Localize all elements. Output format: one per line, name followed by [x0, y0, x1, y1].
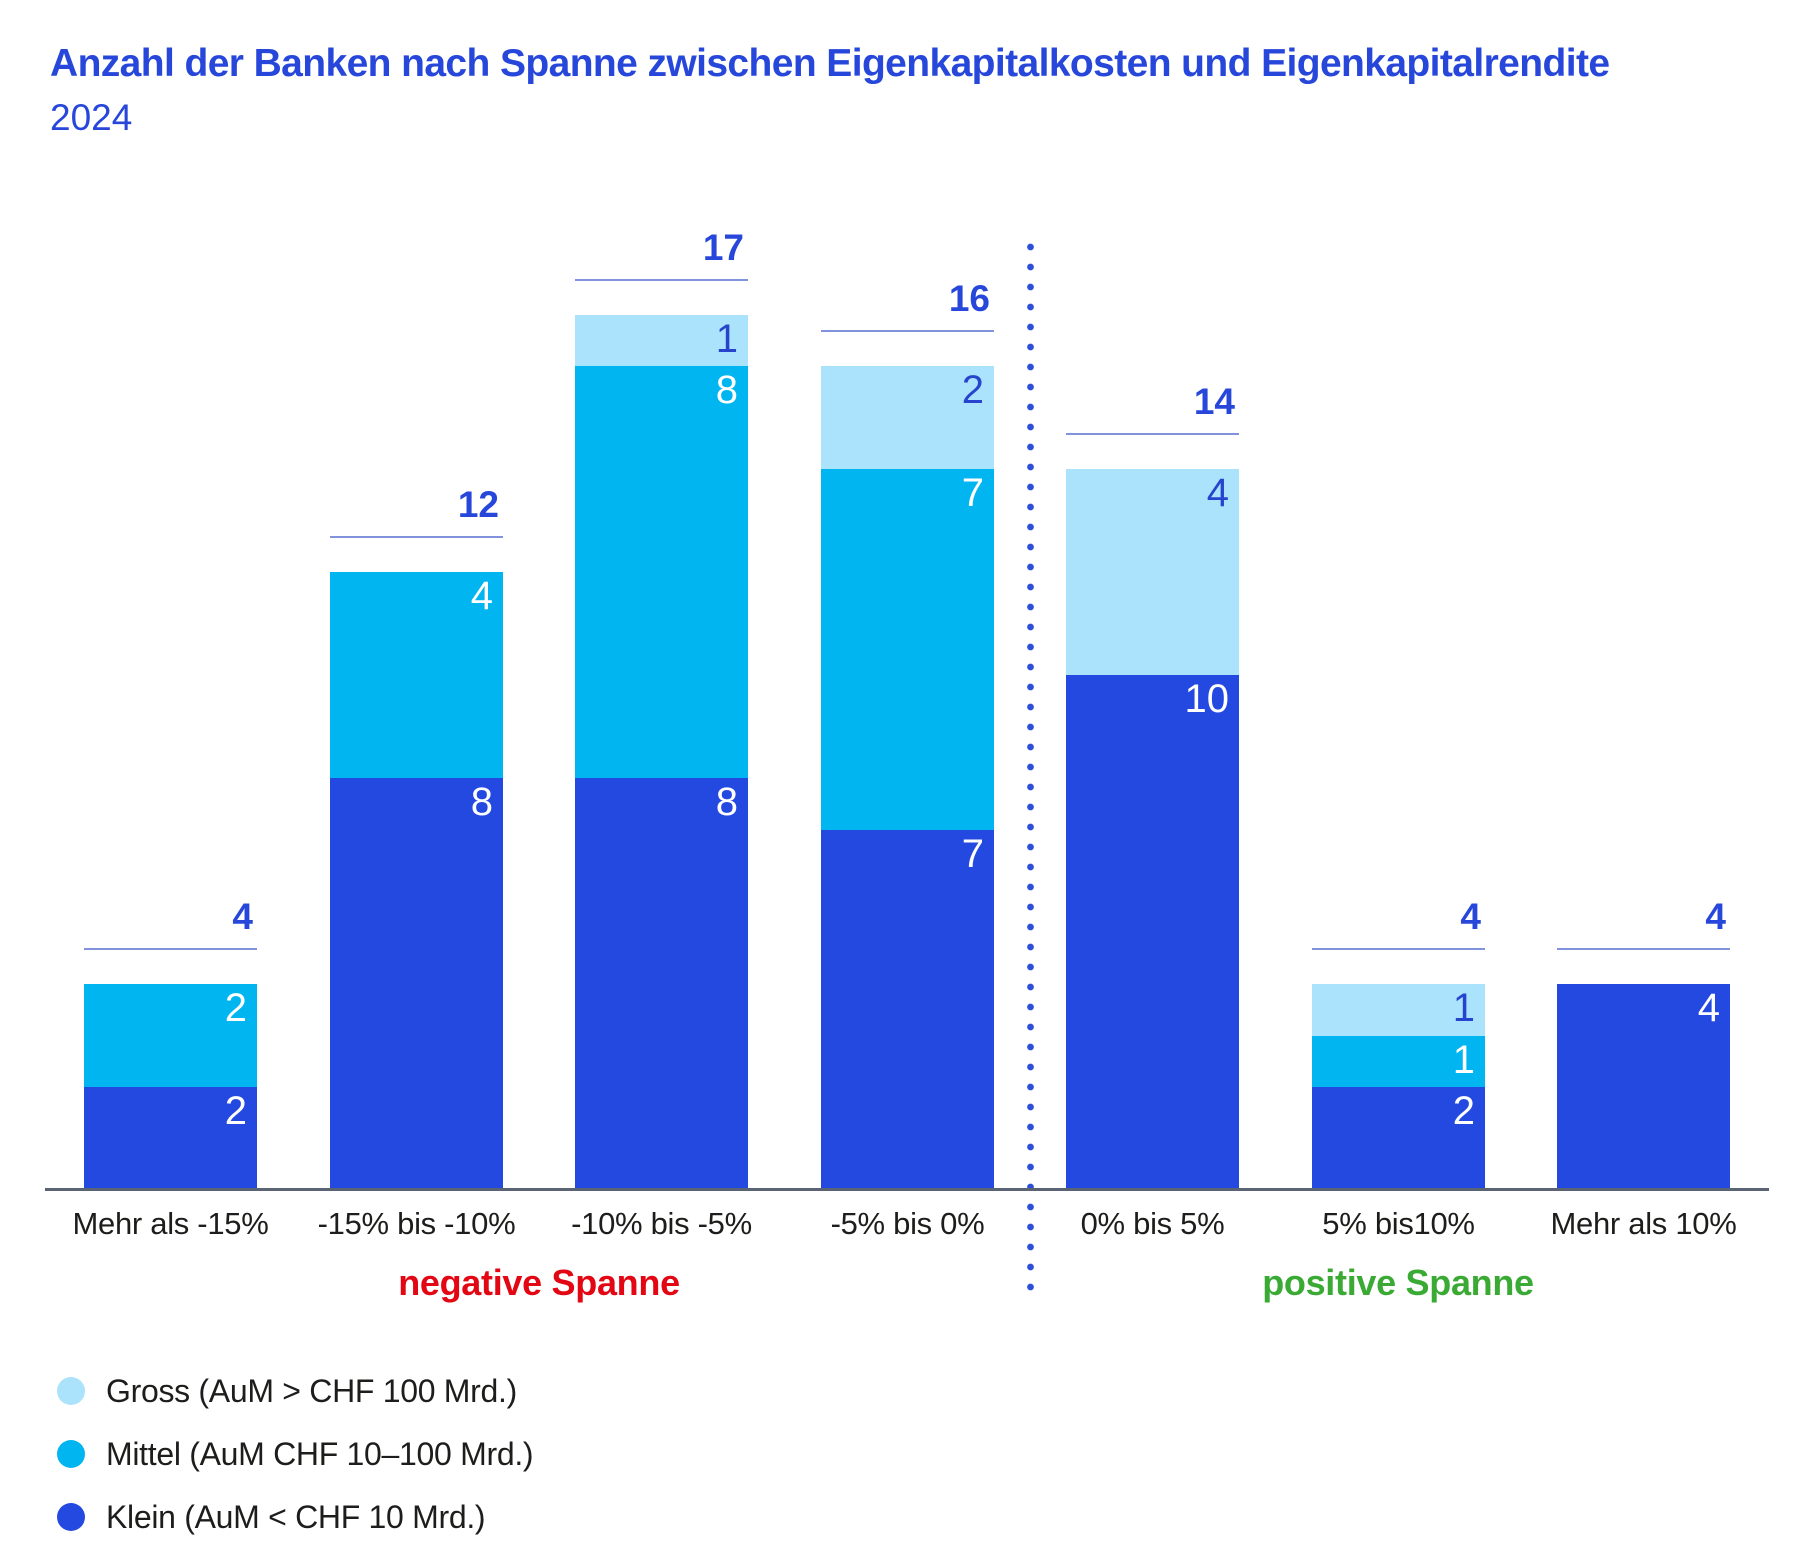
category-label: -10% bis -5% [571, 1206, 752, 1241]
bar-segment-klein: 8 [330, 778, 503, 1190]
legend-item-mittel: Mittel (AuM CHF 10–100 Mrd.) [57, 1431, 534, 1477]
segment-value-label: 2 [224, 1089, 247, 1133]
bar-segment-mittel: 2 [84, 984, 257, 1087]
category-label: -5% bis 0% [830, 1206, 985, 1241]
bar-segment-klein: 10 [1066, 675, 1239, 1190]
bar-total-label: 4 [1312, 896, 1485, 950]
category-label: -15% bis -10% [317, 1206, 516, 1241]
bar-segment-mittel: 1 [1312, 1035, 1485, 1087]
segment-value-label: 1 [1452, 986, 1475, 1030]
bar-segment-mittel: 8 [575, 366, 748, 778]
zone-label-negative: negative Spanne [398, 1262, 680, 1303]
bar-column-3: 8 8 1 [575, 314, 748, 1190]
bar-segment-klein: 2 [84, 1087, 257, 1190]
bar-segment-klein: 2 [1312, 1087, 1485, 1190]
bar-total-label: 4 [84, 896, 257, 950]
bar-column-4: 7 7 2 [821, 366, 994, 1190]
bar-segment-klein: 7 [821, 829, 994, 1190]
category-label: Mehr als 10% [1550, 1206, 1737, 1241]
legend-label: Mittel (AuM CHF 10–100 Mrd.) [106, 1435, 534, 1472]
category-label: Mehr als -15% [72, 1206, 269, 1241]
legend-label: Klein (AuM < CHF 10 Mrd.) [106, 1498, 486, 1535]
segment-value-label: 4 [1206, 471, 1229, 515]
segment-value-label: 1 [1452, 1037, 1475, 1082]
bar-segment-gross: 1 [575, 314, 748, 366]
bar-total-label: 14 [1066, 381, 1239, 435]
legend-dot-mittel-icon [57, 1440, 85, 1468]
chart-legend: Gross (AuM > CHF 100 Mrd.) Mittel (AuM CH… [57, 1368, 534, 1540]
zone-divider-dotted-line [1026, 237, 1034, 1299]
legend-item-gross: Gross (AuM > CHF 100 Mrd.) [57, 1368, 533, 1414]
bar-column-6: 2 1 1 [1312, 984, 1485, 1190]
legend-label: Gross (AuM > CHF 100 Mrd.) [106, 1372, 517, 1409]
bar-total-label: 12 [330, 484, 503, 538]
legend-item-klein: Klein (AuM < CHF 10 Mrd.) [57, 1494, 533, 1540]
x-axis-line [45, 1188, 1769, 1191]
bar-segment-gross: 2 [821, 366, 994, 469]
bar-segment-mittel: 4 [330, 572, 503, 778]
segment-value-label: 7 [961, 831, 984, 876]
bar-segment-mittel: 7 [821, 469, 994, 830]
zone-label-positive: positive Spanne [1262, 1262, 1534, 1303]
page-subtitle: 2024 [50, 97, 133, 138]
bar-segment-klein: 8 [575, 778, 748, 1190]
segment-value-label: 4 [1697, 986, 1720, 1030]
bar-total-label: 4 [1557, 896, 1730, 950]
segment-value-label: 1 [715, 316, 738, 361]
bar-total-label: 17 [575, 227, 748, 281]
segment-value-label: 4 [470, 574, 493, 618]
segment-value-label: 7 [961, 471, 984, 515]
segment-value-label: 8 [470, 780, 493, 824]
bar-segment-gross: 4 [1066, 469, 1239, 675]
segment-value-label: 2 [224, 986, 247, 1030]
segment-value-label: 2 [1452, 1089, 1475, 1133]
category-label: 0% bis 5% [1080, 1206, 1225, 1241]
segment-value-label: 8 [715, 780, 738, 824]
legend-dot-gross-icon [57, 1377, 85, 1405]
category-label: 5% bis10% [1322, 1206, 1475, 1241]
segment-value-label: 2 [961, 368, 984, 412]
bar-segment-gross: 1 [1312, 984, 1485, 1036]
bar-column-7: 4 [1557, 984, 1730, 1190]
segment-value-label: 8 [715, 368, 738, 412]
bar-total-label: 16 [821, 278, 994, 332]
legend-dot-klein-icon [57, 1503, 85, 1531]
bar-column-5: 10 4 [1066, 469, 1239, 1190]
segment-value-label: 10 [1184, 677, 1230, 721]
bar-segment-klein: 4 [1557, 984, 1730, 1190]
page-title: Anzahl der Banken nach Spanne zwischen E… [50, 42, 1610, 85]
